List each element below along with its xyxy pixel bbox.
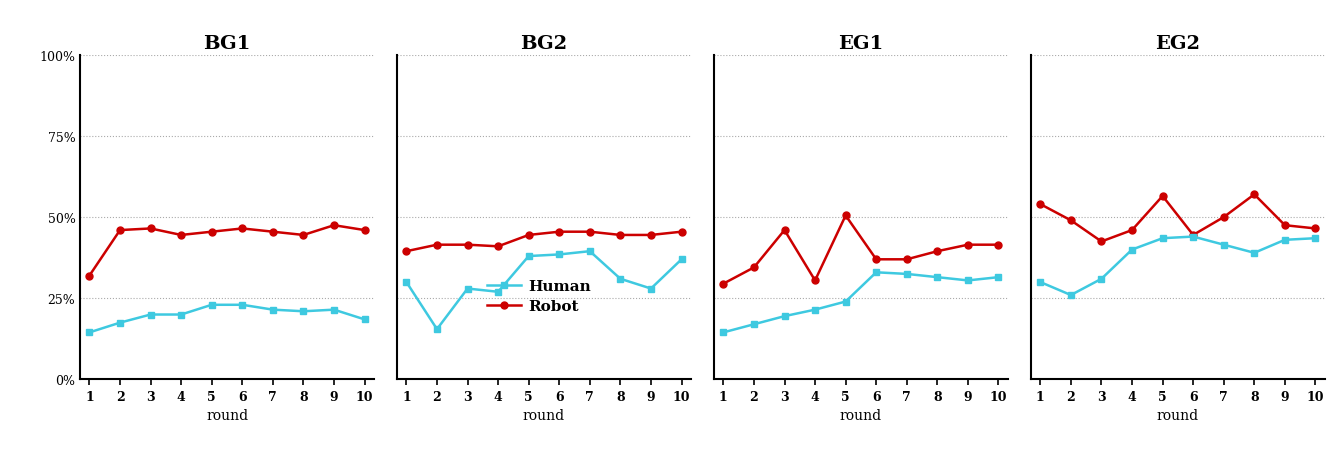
Robot <box>1124 228 1140 233</box>
Robot <box>930 249 946 254</box>
Human <box>838 299 854 305</box>
Robot <box>265 229 281 235</box>
Title: BG2: BG2 <box>520 35 567 53</box>
Robot <box>868 257 884 263</box>
Human <box>899 271 915 277</box>
Human <box>143 312 159 318</box>
X-axis label: round: round <box>206 408 248 423</box>
Robot <box>899 257 915 263</box>
Human <box>990 275 1006 280</box>
Human <box>673 257 689 263</box>
Human <box>82 330 98 335</box>
Robot <box>551 229 567 235</box>
Human <box>807 307 823 313</box>
Human <box>613 276 629 282</box>
Robot <box>326 223 343 228</box>
Human <box>776 314 792 319</box>
Human <box>490 289 506 295</box>
Robot <box>1155 194 1171 200</box>
Robot <box>582 229 598 235</box>
X-axis label: round: round <box>1157 408 1199 423</box>
Line: Human: Human <box>1037 234 1319 299</box>
Human <box>1033 280 1049 285</box>
Human <box>399 280 415 285</box>
Human <box>234 302 250 308</box>
Title: EG2: EG2 <box>1156 35 1200 53</box>
Robot <box>459 243 475 248</box>
Robot <box>173 232 189 238</box>
Human <box>644 286 660 292</box>
Robot <box>990 243 1006 248</box>
Robot <box>1246 192 1262 198</box>
Human <box>551 252 567 257</box>
Line: Human: Human <box>403 248 685 333</box>
Human <box>1246 250 1262 256</box>
Human <box>520 254 537 259</box>
Human <box>173 312 189 318</box>
Robot <box>1062 218 1078 224</box>
Robot <box>745 265 761 270</box>
Robot <box>673 229 689 235</box>
Human <box>582 249 598 254</box>
Line: Human: Human <box>86 302 368 336</box>
Robot <box>644 232 660 238</box>
Robot <box>1216 215 1232 220</box>
Robot <box>112 228 128 233</box>
Human <box>1307 236 1323 241</box>
Human <box>296 309 312 314</box>
Robot <box>490 244 506 250</box>
Robot <box>1033 202 1049 207</box>
Human <box>429 326 446 332</box>
Robot <box>1185 232 1202 238</box>
Line: Robot: Robot <box>1037 192 1319 245</box>
Human <box>356 317 372 322</box>
Robot <box>1093 239 1109 244</box>
Title: BG1: BG1 <box>203 35 250 53</box>
Human <box>745 322 761 327</box>
Line: Robot: Robot <box>720 213 1002 288</box>
Robot <box>1307 226 1323 232</box>
Title: EG1: EG1 <box>839 35 883 53</box>
Robot <box>234 226 250 232</box>
Human <box>459 286 475 292</box>
Legend: Human, Robot: Human, Robot <box>487 280 591 314</box>
Human <box>1062 293 1078 298</box>
Robot <box>1276 223 1293 228</box>
X-axis label: round: round <box>840 408 882 423</box>
Human <box>1216 243 1232 248</box>
Human <box>203 302 219 308</box>
Robot <box>520 232 537 238</box>
Human <box>1276 238 1293 243</box>
Robot <box>716 281 732 287</box>
Human <box>326 307 343 313</box>
Robot <box>143 226 159 232</box>
Robot <box>838 213 854 219</box>
Human <box>716 330 732 335</box>
Line: Robot: Robot <box>86 222 368 279</box>
Robot <box>356 228 372 233</box>
Human <box>868 270 884 275</box>
Human <box>959 278 975 283</box>
Line: Human: Human <box>720 269 1002 336</box>
Robot <box>82 273 98 279</box>
Human <box>1093 276 1109 282</box>
Robot <box>959 243 975 248</box>
Robot <box>776 228 792 233</box>
Robot <box>613 232 629 238</box>
Human <box>1185 234 1202 240</box>
Robot <box>399 249 415 254</box>
Robot <box>429 243 446 248</box>
Robot <box>296 232 312 238</box>
Line: Robot: Robot <box>403 229 685 255</box>
Human <box>265 307 281 313</box>
Human <box>1155 236 1171 241</box>
Human <box>930 275 946 280</box>
Human <box>112 320 128 325</box>
X-axis label: round: round <box>523 408 565 423</box>
Human <box>1124 247 1140 253</box>
Robot <box>807 278 823 283</box>
Robot <box>203 229 219 235</box>
